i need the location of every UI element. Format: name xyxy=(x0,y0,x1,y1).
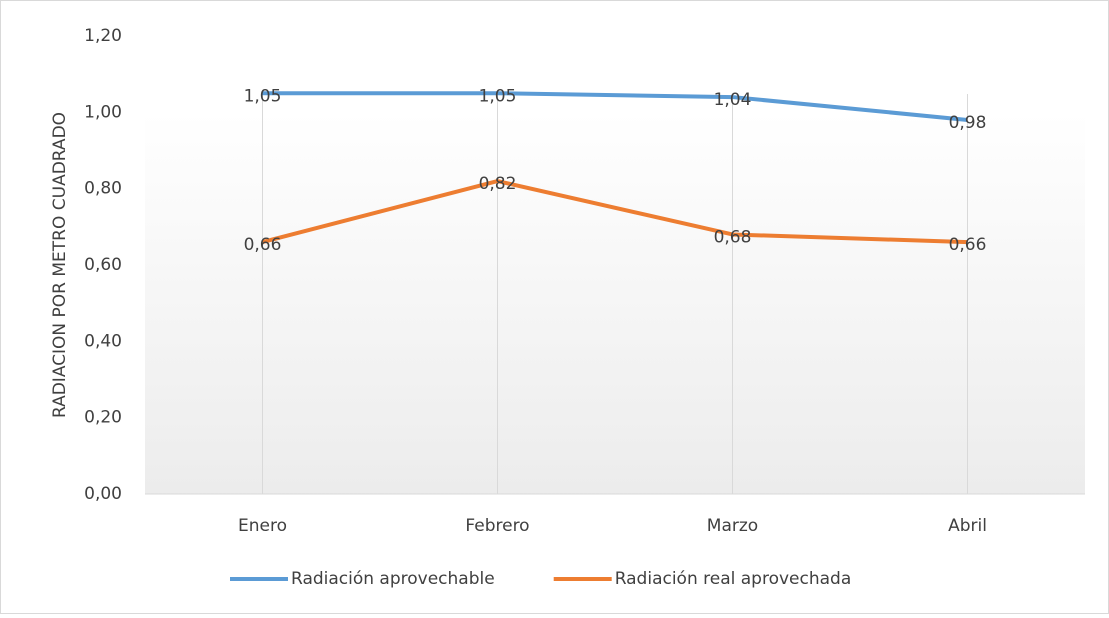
series-line xyxy=(262,91,968,122)
data-label: 0,66 xyxy=(244,235,282,255)
y-tick-label: 0,20 xyxy=(84,408,122,428)
y-tick-label: 0,80 xyxy=(84,179,122,199)
y-tick-label: 1,00 xyxy=(84,102,122,122)
x-tick-label: Marzo xyxy=(707,516,758,536)
y-tick-label: 1,20 xyxy=(84,26,122,46)
data-label: 1,05 xyxy=(479,86,517,106)
x-tick-label: Abril xyxy=(948,516,987,536)
data-label: 1,05 xyxy=(244,86,282,106)
y-axis-title: RADIACION POR METRO CUADRADO xyxy=(50,112,70,418)
y-tick-label: 0,60 xyxy=(84,255,122,275)
data-label: 0,98 xyxy=(949,113,987,133)
plot-background xyxy=(145,112,1085,494)
data-label: 0,82 xyxy=(479,174,517,194)
y-tick-label: 0,00 xyxy=(84,484,122,504)
data-label: 1,04 xyxy=(714,90,752,110)
data-label: 0,68 xyxy=(714,227,752,247)
legend-label: Radiación aprovechable xyxy=(291,569,495,589)
legend-label: Radiación real aprovechada xyxy=(615,569,852,589)
x-tick-label: Febrero xyxy=(465,516,529,536)
x-tick-label: Enero xyxy=(238,516,287,536)
series-line xyxy=(261,179,968,245)
y-tick-label: 0,40 xyxy=(84,331,122,351)
data-label: 0,66 xyxy=(949,235,987,255)
